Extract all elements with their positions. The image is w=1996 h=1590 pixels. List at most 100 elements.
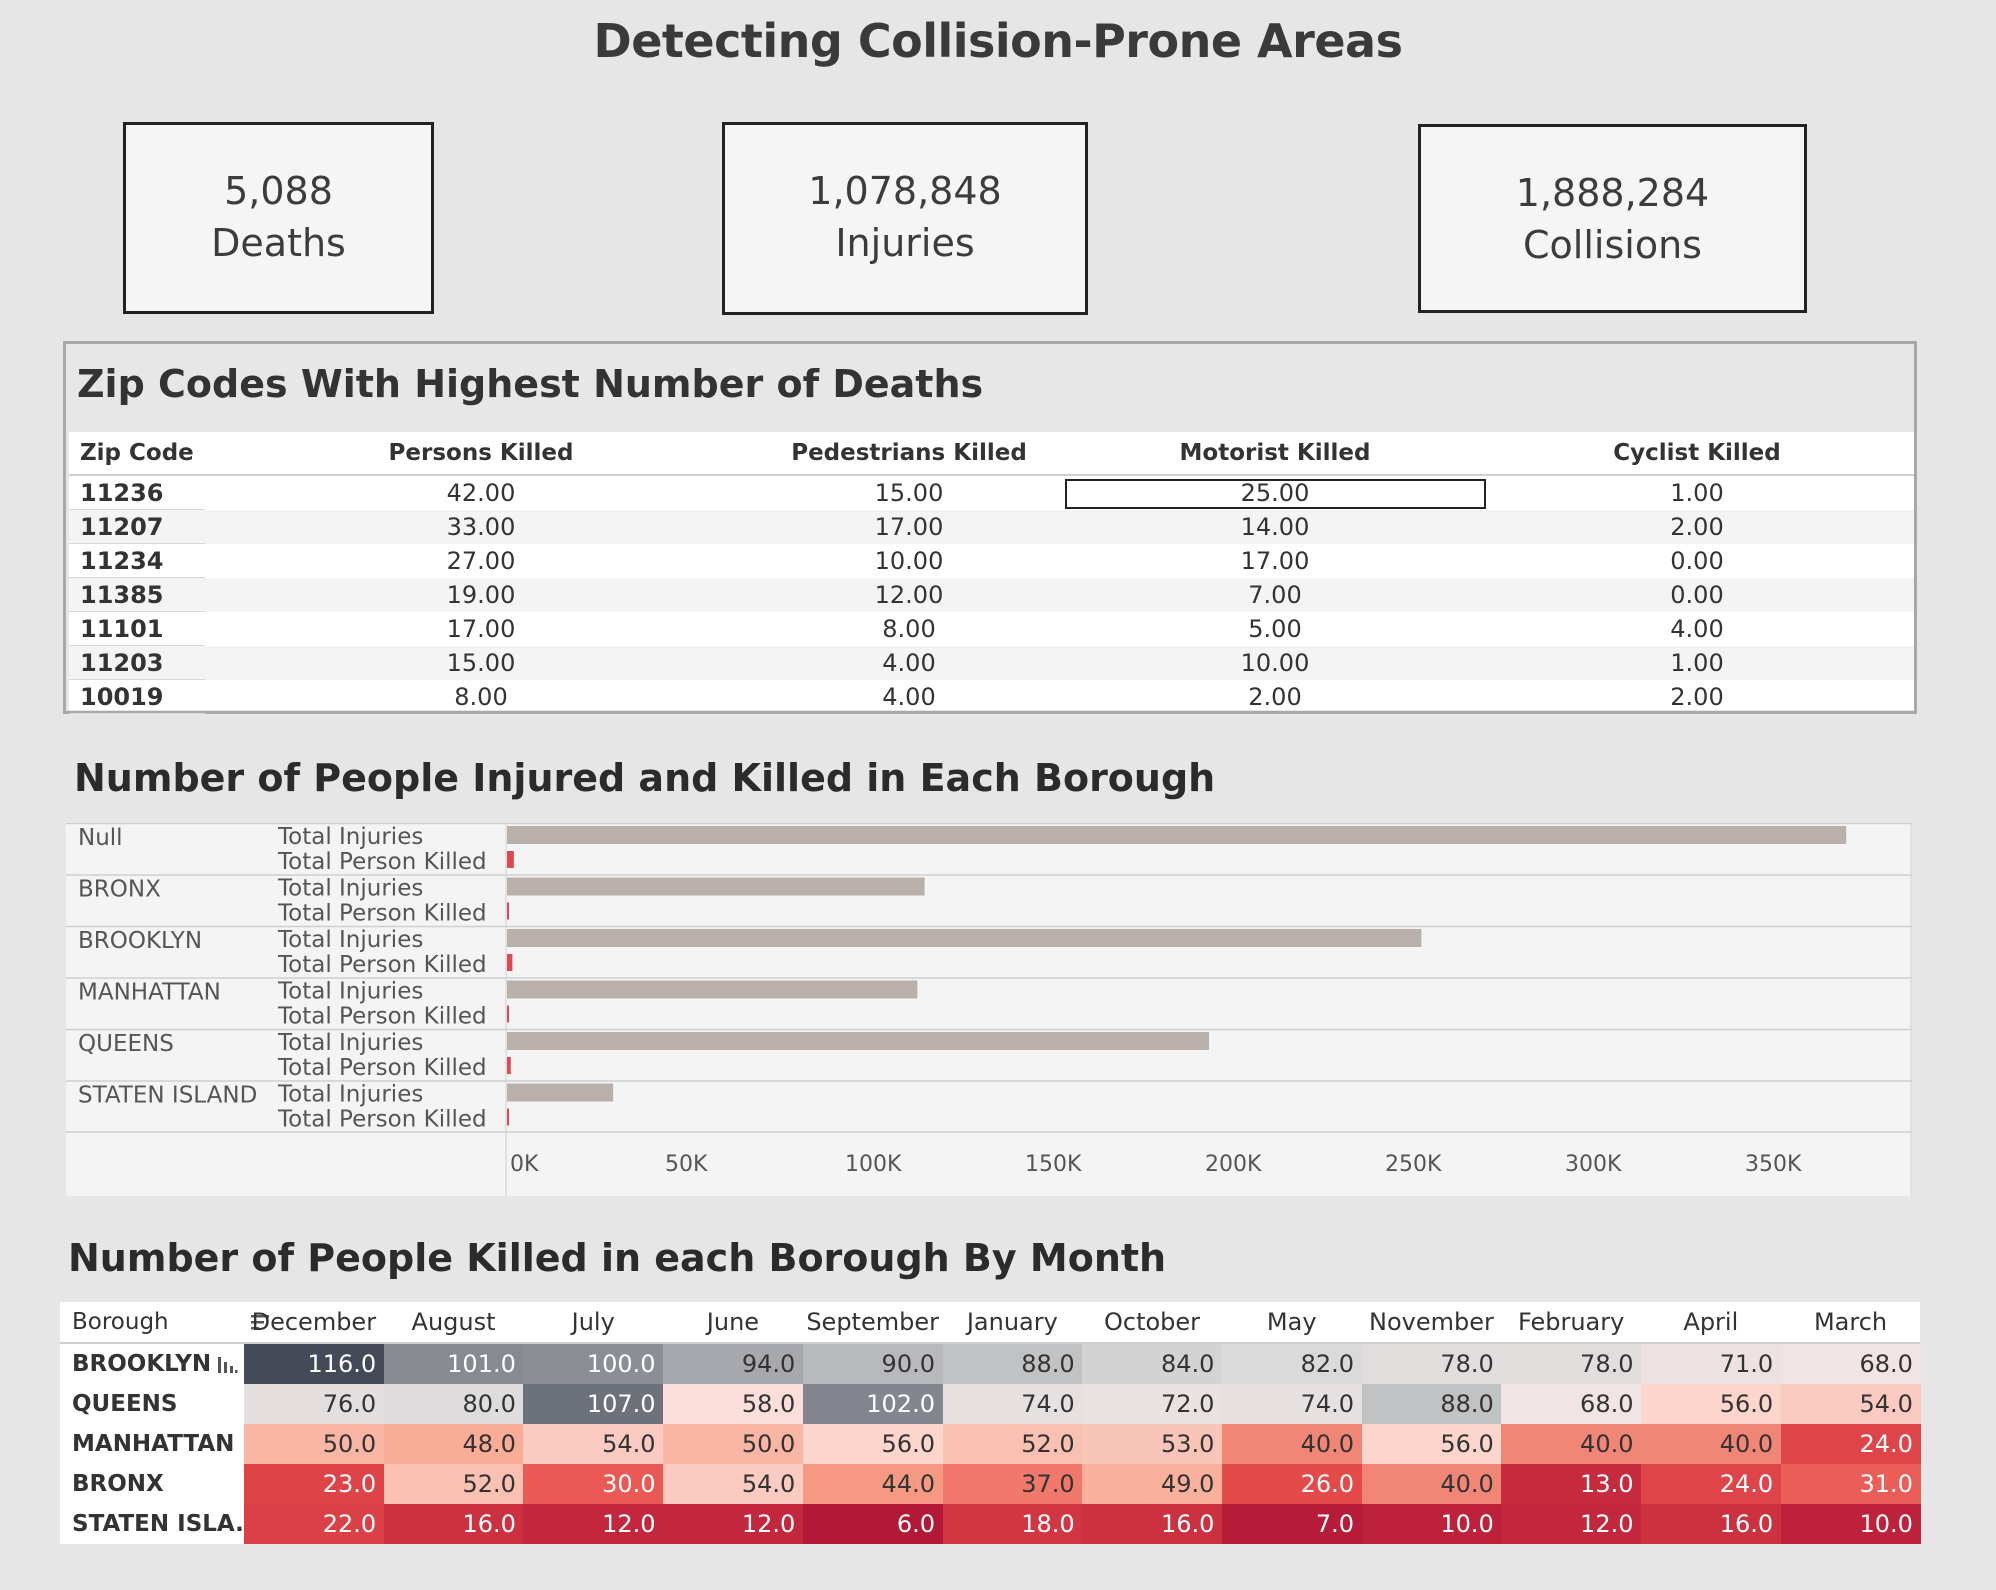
heatmap-cell[interactable]: 78.0 bbox=[1501, 1344, 1642, 1384]
heatmap-cell[interactable]: 58.0 bbox=[663, 1384, 804, 1424]
heatmap-cell[interactable]: 18.0 bbox=[942, 1504, 1083, 1544]
heatmap-cell[interactable]: 12.0 bbox=[663, 1504, 804, 1544]
heatmap-cell[interactable]: 40.0 bbox=[1361, 1464, 1502, 1504]
injuries-bar[interactable] bbox=[507, 826, 1847, 844]
heatmap-cell[interactable]: 16.0 bbox=[1641, 1504, 1782, 1544]
borough-row-label[interactable]: MANHATTAN bbox=[72, 1431, 235, 1457]
heatmap-cell[interactable]: 56.0 bbox=[1641, 1384, 1782, 1424]
heatmap-cell[interactable]: 16.0 bbox=[1082, 1504, 1223, 1544]
heatmap-cell[interactable]: 22.0 bbox=[244, 1504, 385, 1544]
heatmap-cell[interactable]: 52.0 bbox=[942, 1424, 1083, 1464]
heatmap-cell[interactable]: 88.0 bbox=[942, 1344, 1083, 1384]
heatmap-cell[interactable]: 116.0 bbox=[244, 1344, 385, 1384]
sort-icon[interactable] bbox=[250, 1313, 272, 1331]
heatmap-cell[interactable]: 74.0 bbox=[942, 1384, 1083, 1424]
heatmap-cell[interactable]: 56.0 bbox=[802, 1424, 943, 1464]
month-header[interactable]: April bbox=[1683, 1308, 1739, 1336]
sorted-by-icon[interactable] bbox=[216, 1354, 238, 1376]
table-row[interactable]: 10019 8.00 4.00 2.00 2.00 bbox=[69, 680, 1914, 714]
heatmap-cell[interactable]: 13.0 bbox=[1501, 1464, 1642, 1504]
table-row[interactable]: 11234 27.00 10.00 17.00 0.00 bbox=[69, 544, 1914, 578]
month-header[interactable]: September bbox=[806, 1308, 939, 1336]
heatmap-cell[interactable]: 10.0 bbox=[1780, 1504, 1921, 1544]
heatmap-cell[interactable]: 48.0 bbox=[383, 1424, 524, 1464]
heatmap-cell[interactable]: 74.0 bbox=[1221, 1384, 1363, 1424]
heatmap-cell[interactable]: 44.0 bbox=[802, 1464, 943, 1504]
heatmap-cell[interactable]: 24.0 bbox=[1641, 1464, 1782, 1504]
heatmap-cell[interactable]: 94.0 bbox=[663, 1344, 804, 1384]
killed-bar[interactable] bbox=[507, 851, 514, 868]
kpi-deaths[interactable]: 5,088 Deaths bbox=[123, 122, 434, 314]
heatmap-cell[interactable]: 107.0 bbox=[523, 1384, 664, 1424]
column-header-zip-code[interactable]: Zip Code bbox=[80, 440, 194, 466]
month-header[interactable]: November bbox=[1369, 1308, 1494, 1336]
heatmap-cell[interactable]: 84.0 bbox=[1082, 1344, 1223, 1384]
heatmap-cell[interactable]: 40.0 bbox=[1501, 1424, 1642, 1464]
heatmap-cell[interactable]: 6.0 bbox=[802, 1504, 943, 1544]
heatmap-cell[interactable]: 68.0 bbox=[1501, 1384, 1642, 1424]
month-header[interactable]: March bbox=[1813, 1308, 1888, 1336]
borough-row-label[interactable]: BROOKLYN bbox=[72, 1351, 212, 1377]
injuries-bar[interactable] bbox=[507, 1032, 1209, 1050]
heatmap-cell[interactable]: 49.0 bbox=[1082, 1464, 1223, 1504]
kpi-injuries[interactable]: 1,078,848 Injuries bbox=[722, 122, 1088, 315]
injuries-bar[interactable] bbox=[507, 980, 918, 999]
injuries-bar[interactable] bbox=[507, 877, 925, 896]
heatmap-cell[interactable]: 56.0 bbox=[1361, 1424, 1502, 1464]
table-row[interactable]: 11203 15.00 4.00 10.00 1.00 bbox=[69, 646, 1914, 680]
heatmap-cell[interactable]: 10.0 bbox=[1361, 1504, 1502, 1544]
table-row[interactable]: 11385 19.00 12.00 7.00 0.00 bbox=[69, 578, 1914, 612]
heatmap-cell[interactable]: 50.0 bbox=[663, 1424, 804, 1464]
month-header[interactable]: February bbox=[1517, 1308, 1625, 1336]
heatmap-cell[interactable]: 102.0 bbox=[802, 1384, 943, 1424]
month-header[interactable]: January bbox=[966, 1308, 1058, 1336]
month-header[interactable]: July bbox=[571, 1308, 615, 1336]
heatmap-cell[interactable]: 53.0 bbox=[1082, 1424, 1223, 1464]
heatmap-cell[interactable]: 54.0 bbox=[523, 1424, 664, 1464]
heatmap-cell[interactable]: 37.0 bbox=[942, 1464, 1083, 1504]
heatmap-cell[interactable]: 30.0 bbox=[523, 1464, 664, 1504]
killed-bar[interactable] bbox=[507, 1057, 511, 1074]
heatmap-cell[interactable]: 40.0 bbox=[1641, 1424, 1782, 1464]
heatmap-cell[interactable]: 78.0 bbox=[1361, 1344, 1502, 1384]
heatmap-cell[interactable]: 54.0 bbox=[1780, 1384, 1921, 1424]
month-header[interactable]: May bbox=[1266, 1308, 1317, 1336]
kpi-collisions[interactable]: 1,888,284 Collisions bbox=[1418, 124, 1807, 313]
heatmap-row-header[interactable]: Borough bbox=[72, 1309, 169, 1335]
column-header-cyclist-killed[interactable]: Cyclist Killed bbox=[1613, 440, 1781, 466]
borough-row-label[interactable]: STATEN ISLA.. bbox=[72, 1511, 253, 1537]
killed-bar[interactable] bbox=[507, 954, 513, 971]
borough-row-label[interactable]: BRONX bbox=[72, 1471, 164, 1497]
heatmap-cell[interactable]: 16.0 bbox=[383, 1504, 524, 1544]
heatmap-cell[interactable]: 23.0 bbox=[244, 1464, 385, 1504]
injuries-bar[interactable] bbox=[507, 1083, 614, 1102]
heatmap-cell[interactable]: 50.0 bbox=[244, 1424, 385, 1464]
table-row[interactable]: 11236 42.00 15.00 25.00 1.00 bbox=[69, 476, 1914, 510]
table-row[interactable]: 11101 17.00 8.00 5.00 4.00 bbox=[69, 612, 1914, 646]
heatmap-cell[interactable]: 88.0 bbox=[1361, 1384, 1502, 1424]
column-header-pedestrians-killed[interactable]: Pedestrians Killed bbox=[791, 440, 1027, 466]
column-header-motorist-killed[interactable]: Motorist Killed bbox=[1179, 440, 1371, 466]
month-header[interactable]: October bbox=[1104, 1308, 1201, 1336]
heatmap-cell[interactable]: 12.0 bbox=[1501, 1504, 1642, 1544]
killed-bar[interactable] bbox=[507, 902, 509, 920]
injuries-bar[interactable] bbox=[507, 929, 1422, 947]
month-header[interactable]: June bbox=[706, 1308, 760, 1336]
month-header[interactable]: December bbox=[251, 1308, 377, 1336]
killed-bar[interactable] bbox=[507, 1005, 509, 1023]
heatmap-cell[interactable]: 40.0 bbox=[1221, 1424, 1363, 1464]
killed-bar[interactable] bbox=[507, 1108, 509, 1126]
borough-row-label[interactable]: QUEENS bbox=[72, 1391, 178, 1417]
heatmap-cell[interactable]: 52.0 bbox=[383, 1464, 524, 1504]
heatmap-cell[interactable]: 54.0 bbox=[663, 1464, 804, 1504]
heatmap-cell[interactable]: 26.0 bbox=[1221, 1464, 1363, 1504]
heatmap-cell[interactable]: 24.0 bbox=[1780, 1424, 1921, 1464]
heatmap-cell[interactable]: 80.0 bbox=[383, 1384, 524, 1424]
heatmap-cell[interactable]: 76.0 bbox=[244, 1384, 385, 1424]
table-row[interactable]: 11207 33.00 17.00 14.00 2.00 bbox=[69, 510, 1914, 544]
heatmap-cell[interactable]: 100.0 bbox=[523, 1344, 664, 1384]
month-header[interactable]: August bbox=[411, 1308, 496, 1336]
heatmap-cell[interactable]: 68.0 bbox=[1780, 1344, 1921, 1384]
heatmap-cell[interactable]: 82.0 bbox=[1221, 1344, 1363, 1384]
heatmap-cell[interactable]: 101.0 bbox=[383, 1344, 524, 1384]
